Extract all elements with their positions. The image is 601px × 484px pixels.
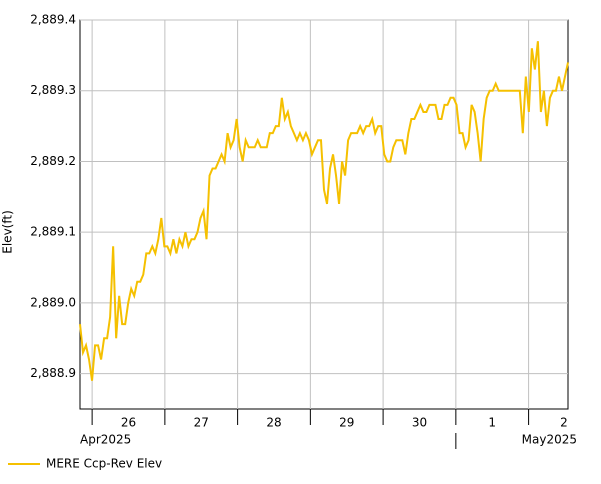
x-tick-label: 29 — [339, 416, 354, 430]
y-tick-label: 2,888.9 — [30, 366, 76, 380]
x-major-label: Apr2025 — [80, 433, 131, 447]
x-major-label: May2025 — [522, 433, 577, 447]
x-tick-label: 2 — [560, 416, 568, 430]
plot-area — [79, 19, 569, 410]
x-tick-label: 26 — [121, 416, 136, 430]
x-tick-label: 27 — [194, 416, 209, 430]
legend-label: MERE Ccp-Rev Elev — [46, 457, 162, 471]
x-tick-label: 28 — [266, 416, 281, 430]
y-axis-label: Elev(ft) — [1, 210, 15, 253]
y-tick-label: 2,889.2 — [30, 154, 76, 168]
x-tick-label: 1 — [488, 416, 496, 430]
x-tick-label: 30 — [412, 416, 427, 430]
data-line — [79, 41, 569, 381]
y-tick-label: 2,889.0 — [30, 295, 76, 309]
y-tick-label: 2,889.1 — [30, 225, 76, 239]
y-tick-label: 2,889.4 — [30, 13, 76, 27]
y-tick-label: 2,889.3 — [30, 83, 76, 97]
